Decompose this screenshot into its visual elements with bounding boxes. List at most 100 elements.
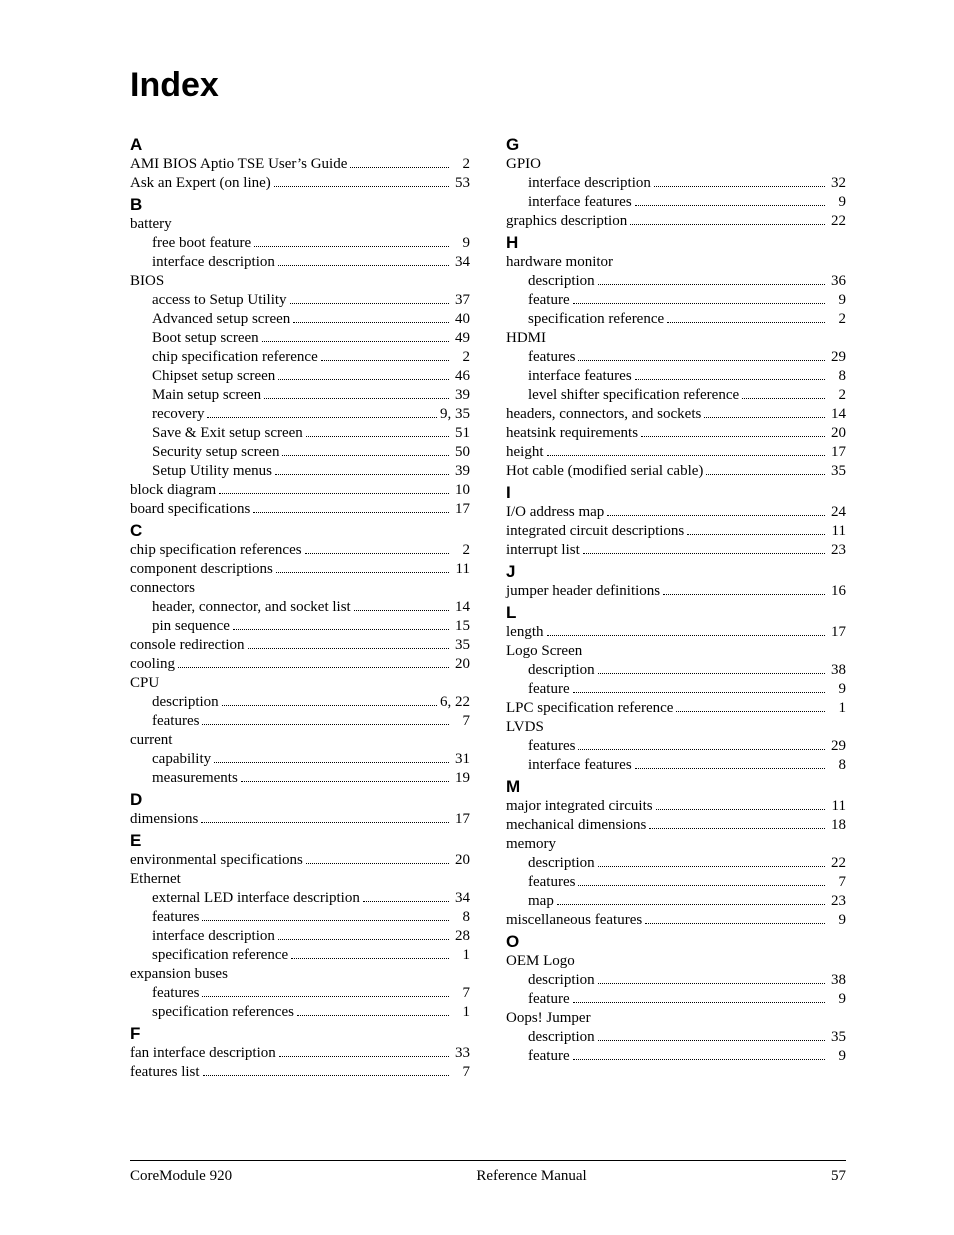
page-number: 16 [828, 582, 846, 601]
page-number: 53 [452, 174, 470, 193]
entry-label: Main setup screen [152, 386, 261, 405]
page: Index AAMI BIOS Aptio TSE User’s Guide2A… [0, 0, 954, 1235]
page-number: 32 [828, 174, 846, 193]
index-entry: features 7 [506, 873, 846, 892]
page-number: 9 [828, 680, 846, 699]
index-heading: Oops! Jumper [506, 1009, 846, 1028]
index-entry: block diagram10 [130, 481, 470, 500]
index-entry: features list7 [130, 1063, 470, 1082]
page-number: 9, 35 [440, 405, 470, 424]
entry-label: fan interface description [130, 1044, 276, 1063]
entry-label: I/O address map [506, 503, 604, 522]
index-entry: interface features8 [506, 756, 846, 775]
section-letter: A [130, 135, 470, 155]
leader-dots [202, 724, 449, 725]
index-entry: map23 [506, 892, 846, 911]
entry-label: block diagram [130, 481, 216, 500]
leader-dots [254, 246, 449, 247]
entry-label: length [506, 623, 544, 642]
entry-label: pin sequence [152, 617, 230, 636]
page-number: 38 [828, 661, 846, 680]
page-number: 50 [452, 443, 470, 462]
page-number: 35 [828, 1028, 846, 1047]
page-number: 22 [828, 212, 846, 231]
index-entry: recovery 9, 35 [130, 405, 470, 424]
index-entry: capability31 [130, 750, 470, 769]
entry-label: jumper header definitions [506, 582, 660, 601]
page-number: 15 [452, 617, 470, 636]
entry-label: description [528, 854, 595, 873]
leader-dots [276, 572, 449, 573]
page-number: 18 [828, 816, 846, 835]
entry-label: recovery [152, 405, 204, 424]
index-entry: mechanical dimensions18 [506, 816, 846, 835]
page-number: 29 [828, 737, 846, 756]
index-entry: Hot cable (modified serial cable)35 [506, 462, 846, 481]
entry-label: dimensions [130, 810, 198, 829]
entry-label: description [528, 272, 595, 291]
page-number: 22 [828, 854, 846, 873]
page-number: 36 [828, 272, 846, 291]
index-entry: interface features9 [506, 193, 846, 212]
entry-label: headers, connectors, and sockets [506, 405, 701, 424]
page-number: 17 [452, 500, 470, 519]
leader-dots [654, 186, 825, 187]
page-number: 8 [828, 367, 846, 386]
index-entry: board specifications 17 [130, 500, 470, 519]
page-number: 46 [452, 367, 470, 386]
entry-label: Ask an Expert (on line) [130, 174, 271, 193]
leader-dots [573, 303, 825, 304]
index-entry: Main setup screen39 [130, 386, 470, 405]
entry-label: external LED interface description [152, 889, 360, 908]
entry-label: features [528, 873, 575, 892]
section-letter: C [130, 521, 470, 541]
page-number: 9 [828, 193, 846, 212]
entry-label: cooling [130, 655, 175, 674]
index-entry: height17 [506, 443, 846, 462]
index-heading: battery [130, 215, 470, 234]
entry-label: features [152, 712, 199, 731]
index-heading: current [130, 731, 470, 750]
page-number: 1 [452, 946, 470, 965]
leader-dots [667, 322, 825, 323]
index-entry: AMI BIOS Aptio TSE User’s Guide2 [130, 155, 470, 174]
index-entry: I/O address map24 [506, 503, 846, 522]
entry-label: chip specification references [130, 541, 302, 560]
leader-dots [201, 822, 449, 823]
leader-dots [704, 417, 825, 418]
entry-label: interrupt list [506, 541, 580, 560]
entry-label: integrated circuit descriptions [506, 522, 684, 541]
entry-label: board specifications [130, 500, 250, 519]
index-entry: header, connector, and socket list14 [130, 598, 470, 617]
entry-label: specification reference [152, 946, 288, 965]
page-number: 2 [452, 541, 470, 560]
section-letter: J [506, 562, 846, 582]
page-number: 29 [828, 348, 846, 367]
page-number: 39 [452, 462, 470, 481]
leader-dots [214, 762, 449, 763]
leader-dots [253, 512, 449, 513]
leader-dots [578, 749, 825, 750]
entry-label: features [152, 984, 199, 1003]
page-number: 1 [828, 699, 846, 718]
leader-dots [578, 360, 825, 361]
leader-dots [656, 809, 825, 810]
leader-dots [598, 1040, 825, 1041]
page-number: 9 [828, 1047, 846, 1066]
entry-label: features [528, 737, 575, 756]
entry-label: description [528, 1028, 595, 1047]
section-letter: F [130, 1024, 470, 1044]
page-number: 11 [828, 522, 846, 541]
section-letter: H [506, 233, 846, 253]
footer-center: Reference Manual [476, 1168, 586, 1185]
page-number: 7 [828, 873, 846, 892]
page-number: 17 [452, 810, 470, 829]
page-number: 38 [828, 971, 846, 990]
page-number: 14 [452, 598, 470, 617]
index-entry: interrupt list23 [506, 541, 846, 560]
entry-label: capability [152, 750, 211, 769]
page-number: 2 [828, 386, 846, 405]
page-number: 9 [828, 291, 846, 310]
index-entry: feature9 [506, 1047, 846, 1066]
page-number: 35 [452, 636, 470, 655]
